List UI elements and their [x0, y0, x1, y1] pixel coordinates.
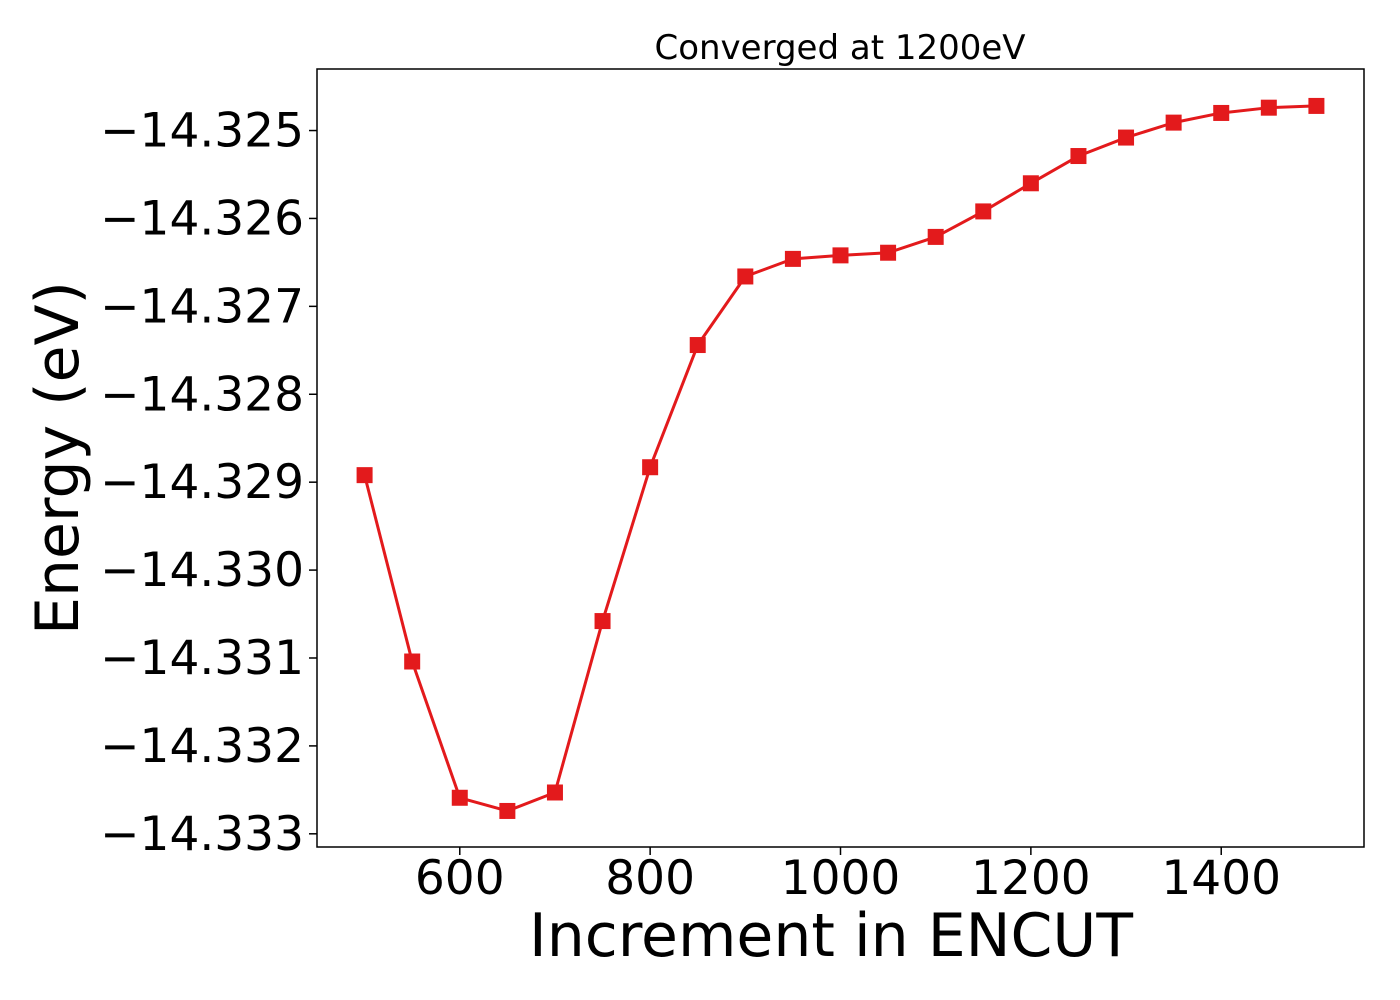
x-axis-label: Increment in ENCUT — [529, 901, 1133, 971]
data-point-marker — [927, 228, 944, 245]
y-axis-ticks: −14.325 −14.326 −14.327 −14.328 −14.329 −14.3… — [100, 104, 317, 862]
x-tick-label: 600 — [415, 851, 505, 906]
x-tick-label: 1400 — [1161, 851, 1281, 906]
y-tick-label: −14.329 — [100, 455, 304, 510]
data-point-marker — [642, 459, 659, 476]
data-point-marker — [737, 268, 754, 285]
data-point-marker — [499, 802, 516, 819]
data-point-marker — [832, 247, 849, 264]
data-point-marker — [784, 250, 801, 267]
y-tick-label: −14.327 — [100, 279, 304, 334]
data-point-marker — [1260, 99, 1277, 116]
x-axis-ticks: 600 800 1000 1200 1400 — [415, 847, 1281, 906]
y-tick-label: −14.333 — [100, 807, 304, 862]
x-tick-label: 1200 — [971, 851, 1091, 906]
y-tick-label: −14.325 — [100, 104, 304, 159]
energy-series-line — [363, 104, 1318, 813]
series-group — [356, 97, 1325, 819]
y-tick-label: −14.330 — [100, 543, 304, 598]
data-point-marker — [1213, 104, 1230, 121]
y-tick-label: −14.331 — [100, 631, 304, 686]
data-point-marker — [1118, 129, 1135, 146]
data-point-marker — [451, 789, 468, 806]
y-tick-label: −14.332 — [100, 719, 304, 774]
y-tick-label: −14.326 — [100, 191, 304, 246]
data-point-marker — [975, 203, 992, 220]
data-point-marker — [1022, 175, 1039, 192]
y-tick-label: −14.328 — [100, 367, 304, 422]
data-point-marker — [880, 244, 897, 261]
data-point-marker — [689, 337, 706, 354]
data-point-marker — [356, 467, 373, 484]
x-tick-label: 1000 — [781, 851, 901, 906]
plot-frame — [316, 68, 1365, 848]
data-point-marker — [546, 784, 563, 801]
y-axis-label: Energy (eV) — [23, 281, 93, 635]
chart-title: Converged at 1200eV — [654, 28, 1025, 68]
data-point-marker — [1308, 97, 1325, 114]
data-point-marker — [404, 653, 421, 670]
x-tick-label: 800 — [605, 851, 695, 906]
data-point-marker — [1070, 148, 1087, 165]
data-point-marker — [594, 613, 611, 630]
data-point-marker — [1165, 114, 1182, 131]
